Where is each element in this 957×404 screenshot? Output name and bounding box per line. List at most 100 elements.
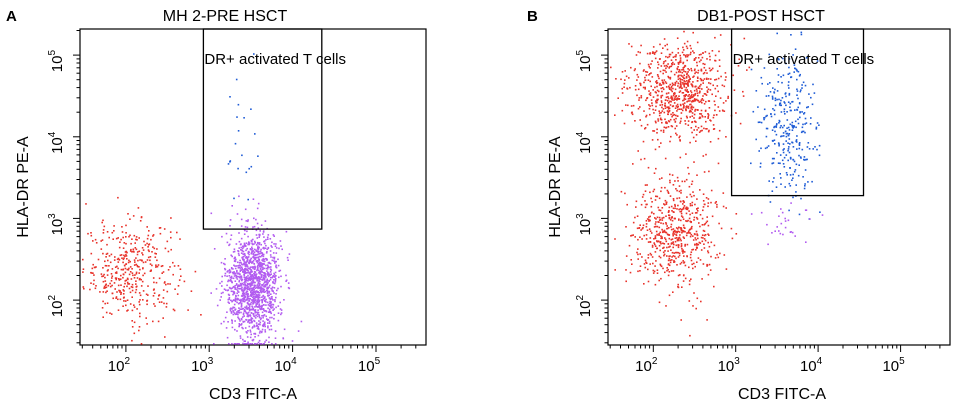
red-high-population-point (673, 118, 675, 121)
red-low-population-point (699, 189, 701, 191)
purple-population-point (254, 296, 257, 299)
red-high-population-point (676, 98, 679, 100)
blue-activated-point (789, 156, 792, 159)
blue-activated-point (789, 185, 792, 187)
red-high-population-point (705, 69, 707, 72)
red-high-population-point (683, 30, 685, 33)
red-low-population-point (676, 189, 678, 192)
blue-activated-point (789, 158, 792, 160)
red-high-population-point (683, 42, 686, 45)
purple-population-point (247, 250, 250, 253)
purple-population-point (261, 306, 263, 308)
red-low-population-point (660, 186, 663, 189)
red-population-point (103, 285, 106, 288)
red-low-population-point (702, 237, 704, 239)
red-high-population-point (691, 112, 694, 114)
red-low-population-point (691, 212, 694, 214)
blue-activated-point (798, 75, 801, 77)
red-low-population-point (701, 217, 704, 220)
purple-population-point (251, 246, 253, 249)
red-high-population-point (678, 61, 681, 64)
purple-population-point (242, 299, 244, 301)
red-high-population-point (697, 87, 700, 89)
red-high-population-point (685, 153, 687, 155)
purple-population-point (274, 343, 277, 345)
blue-activated-point (769, 91, 772, 93)
purple-population-point (240, 317, 243, 320)
purple-population-point (248, 259, 251, 262)
purple-population-point (252, 198, 255, 200)
purple-population-point (252, 293, 255, 296)
red-high-population-point (639, 119, 641, 121)
red-low-population-point (672, 291, 674, 293)
blue-activated-point (796, 90, 799, 92)
blue-activated-point (773, 177, 775, 179)
red-high-population-point (671, 99, 674, 101)
red-low-population-point (669, 173, 671, 176)
red-high-population-point (706, 128, 708, 130)
x-axis-ticks: 102 103 104 105 (609, 345, 941, 375)
red-high-population-point (707, 78, 710, 80)
blue-activated-point (804, 183, 806, 185)
red-low-population-point (650, 254, 653, 256)
red-high-population-point (725, 76, 727, 78)
purple-population-point (233, 248, 236, 250)
red-low-population-point (680, 200, 682, 203)
purple-population-point (263, 309, 265, 311)
red-high-population-point (676, 67, 678, 70)
red-high-population-point (677, 78, 680, 80)
purple-population-point (780, 222, 783, 225)
purple-population-point (225, 327, 228, 329)
red-population-point (131, 283, 134, 286)
red-high-population-point (657, 118, 659, 120)
red-high-population-point (685, 45, 688, 48)
red-low-population-point (653, 242, 655, 244)
red-population-point (103, 225, 106, 228)
red-high-population-point (697, 99, 700, 102)
red-low-population-point (660, 235, 662, 237)
red-high-population-point (707, 113, 709, 115)
blue-activated-point (773, 139, 776, 141)
red-high-population-point (690, 91, 693, 94)
blue-activated-point (793, 71, 795, 73)
red-high-population-point (654, 91, 657, 93)
purple-population-point (251, 274, 254, 276)
purple-population-point (249, 258, 252, 261)
purple-population-point (243, 243, 246, 246)
purple-population-point (285, 280, 287, 282)
purple-population-point (247, 295, 249, 297)
red-population-point (102, 300, 104, 303)
red-high-population-point (707, 88, 710, 90)
purple-population-point (224, 268, 227, 271)
red-high-population-point (712, 124, 715, 126)
red-high-population-point (664, 81, 667, 83)
red-high-population-point (689, 103, 691, 106)
purple-population-point (263, 314, 266, 316)
red-population-point (162, 317, 164, 319)
red-high-population-point (715, 95, 717, 97)
red-population-point (152, 320, 154, 323)
red-high-population-point (683, 70, 685, 73)
red-high-population-point (693, 52, 695, 54)
red-population-point (127, 261, 130, 264)
red-high-population-point (644, 76, 646, 79)
red-high-population-point (687, 124, 690, 126)
gate-rectangle (730, 28, 865, 197)
red-high-population-point (667, 63, 669, 65)
red-high-population-point (670, 96, 673, 98)
red-low-population-point (639, 236, 641, 238)
red-low-population-point (669, 255, 671, 257)
red-low-population-point (670, 249, 672, 251)
red-high-population-point (665, 67, 667, 70)
red-high-population-point (686, 90, 689, 93)
purple-population-point (257, 227, 260, 229)
blue-activated-point (797, 97, 799, 100)
purple-population-point (254, 266, 257, 269)
red-low-population-point (680, 212, 683, 215)
purple-population-point (245, 256, 248, 258)
red-low-population-point (691, 201, 694, 204)
purple-population-point (235, 265, 238, 267)
purple-population-point (255, 229, 258, 232)
blue-activated-point (789, 123, 792, 126)
red-high-population-point (687, 105, 690, 108)
